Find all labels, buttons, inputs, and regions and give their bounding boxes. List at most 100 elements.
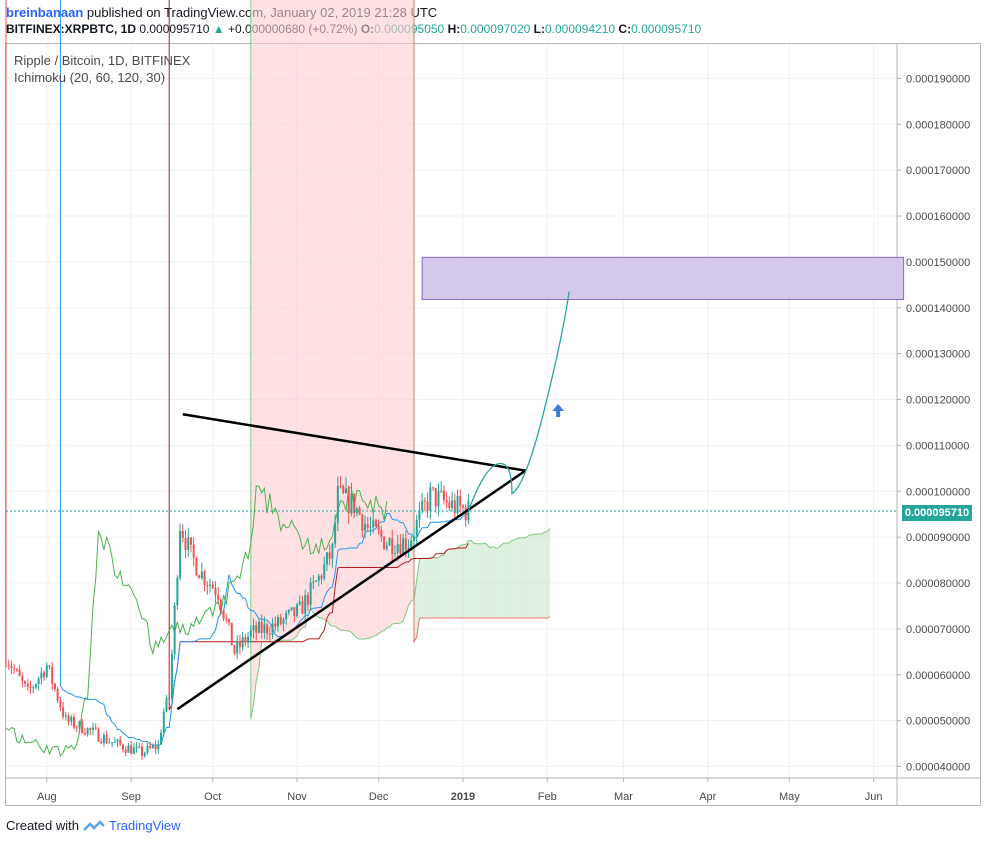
ichimoku-cloud — [498, 545, 502, 618]
ichimoku-cloud — [492, 546, 496, 618]
candle-body — [141, 746, 143, 756]
price-tick-label: 0.000150000 — [906, 257, 970, 269]
tradingview-link[interactable]: TradingView — [108, 818, 181, 833]
candle-body — [86, 728, 89, 735]
candle-body — [393, 552, 396, 554]
ichimoku-cloud — [283, 0, 287, 656]
candle-body — [135, 746, 138, 748]
indicator-legend: Ichimoku (20, 60, 120, 30) — [14, 70, 166, 85]
ichimoku-cloud — [484, 543, 488, 618]
ichimoku-cloud — [288, 0, 292, 656]
candle-body — [43, 672, 46, 677]
ichimoku-cloud — [294, 0, 298, 656]
candle-body — [252, 625, 255, 631]
candle-body — [445, 500, 448, 503]
ichimoku-cloud — [280, 0, 284, 656]
triangle-lower-line — [176, 469, 527, 711]
candle-body — [176, 577, 179, 606]
ichimoku-cloud — [525, 535, 529, 618]
candle-body — [203, 571, 206, 586]
candle-body — [459, 495, 462, 506]
candle-body — [217, 594, 220, 600]
ichimoku-cloud — [278, 0, 281, 656]
ichimoku-cloud — [256, 0, 259, 704]
candle-body — [298, 601, 301, 605]
ichimoku-cloud — [258, 0, 262, 688]
candle-body — [13, 668, 16, 670]
candle-body — [29, 686, 32, 688]
candle-body — [312, 581, 315, 583]
price-tick-label: 0.000060000 — [906, 670, 970, 682]
candle-body — [410, 540, 413, 548]
ichimoku-cloud — [460, 544, 463, 618]
candle-body — [173, 605, 176, 654]
ichimoku-cloud — [264, 0, 268, 656]
candle-body — [97, 728, 100, 742]
ichimoku-cloud — [343, 0, 346, 640]
ichimoku-cloud — [462, 544, 466, 618]
author-link[interactable]: breinbanaan — [6, 5, 84, 20]
candle-body — [160, 732, 163, 745]
candle-body — [100, 741, 103, 744]
tradingview-logo-icon — [83, 819, 105, 831]
candle-body — [37, 678, 40, 685]
ichimoku-cloud — [427, 557, 431, 618]
candle-body — [290, 607, 293, 610]
ichimoku-cloud — [297, 0, 300, 656]
candle-body — [413, 536, 415, 541]
candle-body — [369, 527, 372, 529]
candle-body — [374, 520, 377, 527]
candle-body — [56, 688, 59, 701]
ichimoku-cloud — [465, 540, 469, 618]
ichimoku-cloud — [346, 0, 349, 640]
candle-body — [32, 687, 35, 689]
ichimoku-cloud — [530, 534, 534, 618]
ichimoku-cloud — [416, 559, 420, 638]
candle-body — [230, 622, 233, 646]
candle-body — [143, 752, 146, 756]
candle-body — [247, 636, 250, 643]
candle-body — [78, 721, 81, 728]
ichimoku-cloud — [272, 0, 276, 656]
candle-body — [53, 683, 56, 689]
change-arrow-icon: ▲ — [212, 22, 225, 36]
price-tick-label: 0.000050000 — [906, 716, 970, 728]
ichimoku-cloud — [337, 0, 341, 640]
candle-body — [102, 735, 105, 744]
candle-body — [323, 564, 326, 579]
price-tick-label: 0.000160000 — [906, 211, 970, 223]
candle-body — [105, 735, 108, 743]
ichimoku-cloud — [313, 0, 317, 624]
candle-body — [293, 607, 296, 617]
candle-body — [402, 538, 405, 554]
ichimoku-cloud — [362, 0, 366, 656]
candle-body — [437, 490, 440, 507]
candle-body — [81, 721, 84, 734]
ichimoku-cloud — [348, 0, 352, 656]
candle-body — [162, 711, 165, 733]
ichimoku-cloud — [446, 549, 450, 618]
candle-body — [228, 619, 231, 623]
candle-body — [396, 544, 399, 553]
ichimoku-cloud — [506, 542, 510, 618]
ichimoku-cloud — [479, 543, 482, 618]
candle-body — [146, 745, 149, 753]
ichimoku-cloud — [471, 540, 474, 618]
candle-body — [111, 742, 114, 744]
candle-body — [391, 538, 394, 554]
candle-body — [456, 495, 459, 514]
price-tick-label: 0.000180000 — [906, 119, 970, 131]
candle-body — [432, 487, 435, 489]
candle-body — [92, 727, 95, 730]
ichimoku-cloud — [291, 0, 295, 656]
ichimoku-cloud — [378, 0, 382, 656]
candle-body — [423, 500, 426, 502]
candle-body — [64, 715, 67, 717]
candle-body — [189, 537, 192, 545]
ichimoku-cloud — [511, 539, 515, 618]
candle-body — [257, 621, 260, 633]
candle-body — [170, 653, 173, 699]
candle-body — [380, 530, 383, 537]
ichimoku-cloud — [509, 540, 512, 618]
